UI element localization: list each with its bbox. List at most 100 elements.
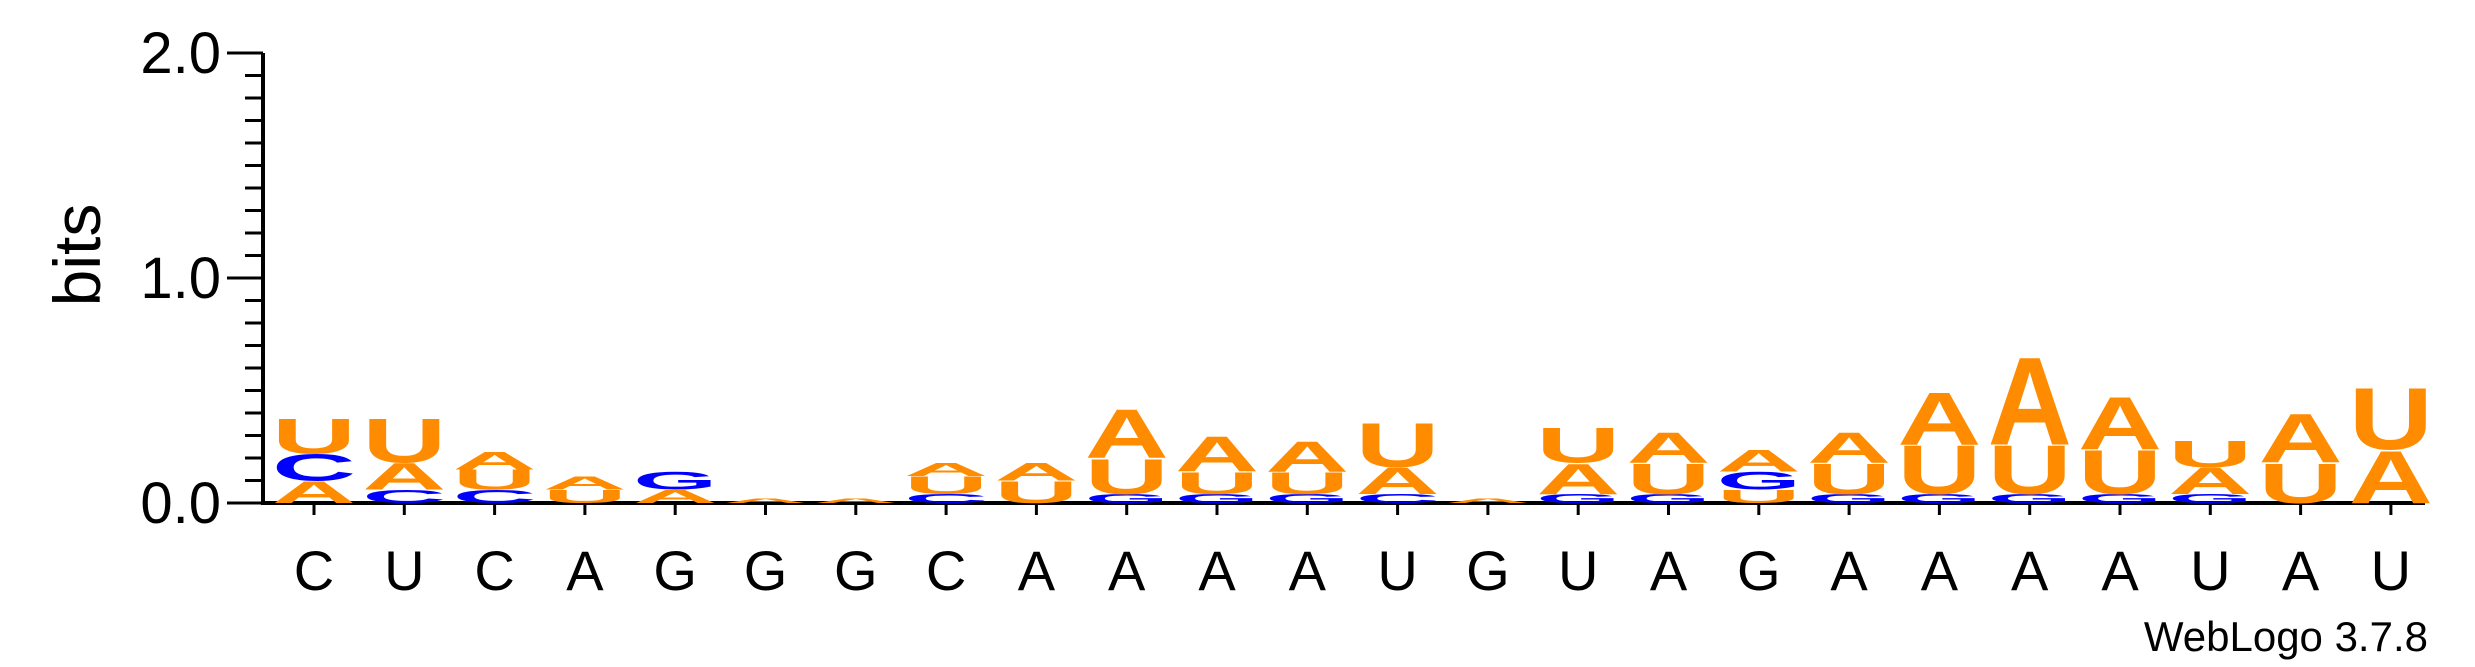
logo-letter-G: G	[1988, 492, 2072, 506]
logo-letter-A: A	[1627, 423, 1711, 472]
logo-letter-U: U	[2078, 437, 2162, 508]
x-tick-label: G	[834, 539, 878, 602]
logo-stack: GUA	[1175, 426, 1259, 506]
logo-letter-G: G	[633, 467, 717, 495]
x-tick-label: A	[2011, 539, 2049, 602]
logo-letter-U: U	[362, 405, 446, 476]
logo-stack: CUA	[904, 459, 988, 506]
y-tick-label: 2.0	[140, 21, 221, 86]
logo-letter-A: A	[1717, 443, 1801, 478]
logo-stack: GUA	[1988, 332, 2072, 510]
logo-letter-A: A	[1446, 497, 1530, 504]
logo-letter-U: U	[1627, 455, 1711, 504]
logo-letter-A: A	[1085, 396, 1169, 473]
logo-letter-U: U	[272, 408, 356, 465]
logo-letter-U: U	[543, 486, 627, 507]
logo-letter-A: A	[1897, 376, 1981, 460]
logo-letter-A: A	[633, 486, 717, 507]
logo-letter-G: G	[1175, 492, 1259, 506]
x-tick-label: A	[566, 539, 604, 602]
logo-stack: GUA	[1897, 376, 1981, 509]
logo-letter-A: A	[272, 475, 356, 510]
logo-letter-A: A	[2078, 381, 2162, 465]
x-tick-label: A	[2282, 539, 2320, 602]
y-tick-label: 0.0	[140, 471, 221, 536]
logo-stack: UGA	[1717, 443, 1801, 507]
logo-stack: AU	[2349, 370, 2433, 520]
logo-letter-C: C	[1356, 492, 1440, 506]
logo-stack: GUA	[1265, 432, 1349, 506]
x-tick-label: U	[384, 539, 424, 602]
logo-letter-A: A	[1536, 455, 1620, 504]
logo-letter-A: A	[2168, 461, 2252, 503]
y-axis-label: bits	[40, 204, 114, 307]
logo-letter-G: G	[2078, 492, 2162, 506]
logo-letter-A: A	[2259, 401, 2343, 478]
x-tick-label: A	[1921, 539, 1959, 602]
logo-letter-A: A	[1807, 423, 1891, 472]
logo-stack: UA	[994, 458, 1078, 510]
logo-letter-G: G	[2168, 492, 2252, 506]
logo-stack: A	[1446, 497, 1530, 504]
x-tick-label: A	[2101, 539, 2139, 602]
logo-letter-U: U	[1356, 410, 1440, 481]
logo-letter-C: C	[904, 492, 988, 506]
x-tick-label: G	[1466, 539, 1510, 602]
logo-letter-A: A	[1988, 332, 2072, 473]
logo-letter-G: G	[1265, 492, 1349, 506]
logo-stack: CAU	[1356, 410, 1440, 506]
logo-letter-A: A	[543, 473, 627, 494]
logo-letter-G: G	[1627, 492, 1711, 506]
logo-letter-U: U	[1175, 466, 1259, 501]
logo-stack: GAU	[2168, 434, 2252, 506]
x-tick-label: A	[1650, 539, 1688, 602]
x-tick-label: C	[926, 539, 966, 602]
axes: 0.0 1.0 2.0	[140, 21, 2425, 536]
logo-stack: ACU	[272, 408, 356, 510]
x-tick-label: A	[1018, 539, 1056, 602]
logo-letter-U: U	[2168, 434, 2252, 476]
x-tick-label: U	[1558, 539, 1598, 602]
logo-letter-A: A	[1265, 432, 1349, 481]
logo-letter-U: U	[1897, 432, 1981, 509]
x-tick-label: U	[2190, 539, 2230, 602]
x-tick-label: G	[653, 539, 697, 602]
logo-letter-A: A	[724, 497, 808, 504]
x-tick-label: U	[1377, 539, 1417, 602]
x-tick-label: A	[1289, 539, 1327, 602]
logo-letter-U: U	[1988, 432, 2072, 509]
logo-stack: GUA	[1627, 423, 1711, 506]
logo-letter-A: A	[994, 458, 1078, 486]
logo-letter-A: A	[1175, 426, 1259, 483]
logo-letter-U: U	[1265, 466, 1349, 501]
logo-letter-G: G	[1807, 492, 1891, 506]
logo-letter-A: A	[2349, 435, 2433, 519]
logo-letter-U: U	[1085, 448, 1169, 505]
logo-stack: A	[814, 497, 898, 504]
logo-stack: AG	[633, 467, 717, 507]
logo-letter-G: G	[1536, 492, 1620, 506]
logo-letter-C: C	[272, 447, 356, 489]
logo-stack: CAU	[362, 405, 446, 507]
logo-letter-A: A	[453, 447, 537, 475]
logo-stack: CUA	[453, 447, 537, 507]
logo-letter-A: A	[814, 497, 898, 504]
logo-letter-G: G	[1085, 492, 1169, 506]
logo-stack: UA	[543, 473, 627, 507]
logo-letter-U: U	[994, 475, 1078, 510]
x-tick-label: U	[2371, 539, 2411, 602]
x-tick-label: G	[1737, 539, 1781, 602]
logo-letter-U: U	[1717, 486, 1801, 507]
logo-letter-U: U	[1536, 417, 1620, 474]
x-tick-label: A	[1830, 539, 1868, 602]
logo-stack: GUA	[2078, 381, 2162, 508]
logo-letter-C: C	[362, 486, 446, 507]
logo-letter-U: U	[2259, 452, 2343, 515]
logo-letter-G: G	[1897, 492, 1981, 506]
x-tick-label: A	[1198, 539, 1236, 602]
x-tick-label: G	[744, 539, 788, 602]
logo-letter-U: U	[2349, 370, 2433, 468]
